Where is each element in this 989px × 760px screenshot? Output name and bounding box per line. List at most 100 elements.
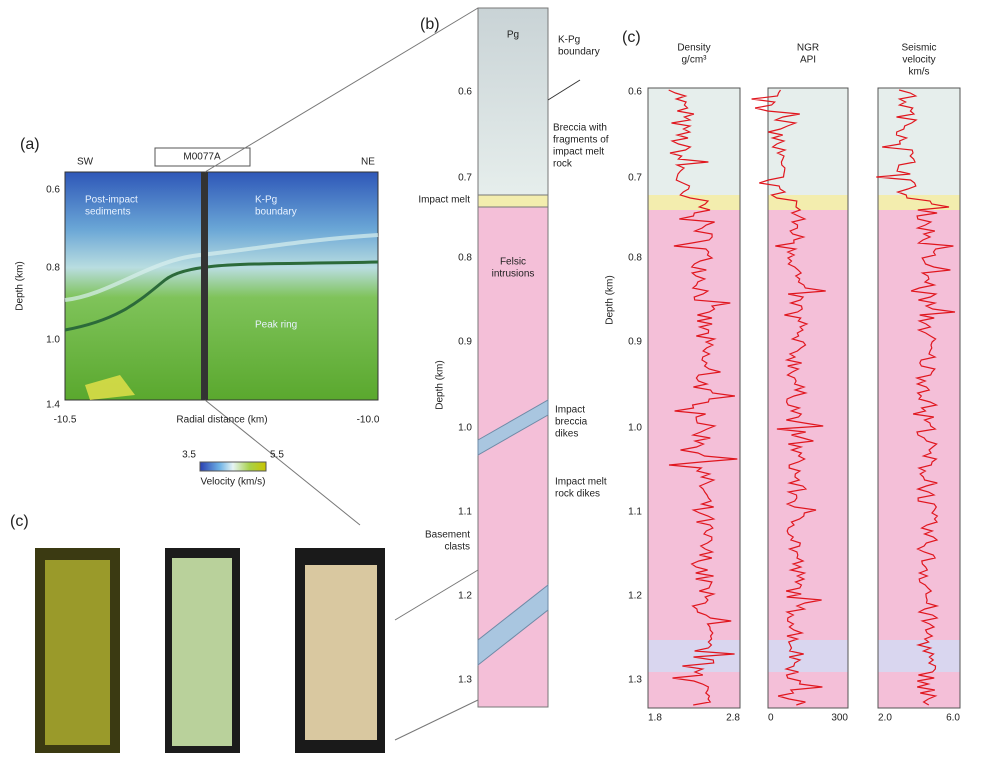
label: Impact xyxy=(555,405,585,416)
text-block: Peak ring xyxy=(255,320,297,331)
label: 2.0 xyxy=(878,713,892,724)
label: Radial distance (km) xyxy=(176,415,267,426)
track-bg xyxy=(878,88,960,195)
track-bg xyxy=(648,88,740,195)
text-block: 0.7 xyxy=(628,173,642,184)
label: 1.0 xyxy=(458,423,472,434)
label: SW xyxy=(77,157,94,168)
label: 300 xyxy=(831,713,848,724)
track-bg xyxy=(768,210,848,640)
label: Felsic xyxy=(500,257,526,268)
label: boundary xyxy=(558,47,600,58)
label: 5.5 xyxy=(270,450,284,461)
text-block: 1.1 xyxy=(458,507,472,518)
text-block: 2.0 xyxy=(878,713,892,724)
label: intrusions xyxy=(492,269,535,280)
label: 0 xyxy=(768,713,774,724)
label: 1.3 xyxy=(458,675,472,686)
text-block: 1.4 xyxy=(46,400,60,411)
text-block: 1.8 xyxy=(648,713,662,724)
label: 0.9 xyxy=(458,337,472,348)
track-bg xyxy=(878,210,960,640)
label: 1.3 xyxy=(628,675,642,686)
text-block: 1.0 xyxy=(458,423,472,434)
label: rock dikes xyxy=(555,489,600,500)
label: (c) xyxy=(10,513,29,530)
text-block: Depth (km) xyxy=(435,360,446,409)
label: 0.8 xyxy=(458,253,472,264)
label: 1.2 xyxy=(628,591,642,602)
label: -10.0 xyxy=(357,415,380,426)
label: 0.7 xyxy=(628,173,642,184)
text-block: (b) xyxy=(420,16,440,33)
core xyxy=(172,558,232,746)
text-block: 300 xyxy=(831,713,848,724)
label: 1.8 xyxy=(648,713,662,724)
label: (a) xyxy=(20,136,40,153)
label: 1.0 xyxy=(46,335,60,346)
label: g/cm³ xyxy=(682,55,708,66)
well-trace xyxy=(201,172,208,400)
core xyxy=(305,565,377,740)
track-bg xyxy=(768,672,848,708)
text-block: Pg xyxy=(507,30,519,41)
text-block: 0.8 xyxy=(628,253,642,264)
text-block: Impact melt xyxy=(418,195,470,206)
label: NGR xyxy=(797,43,819,54)
text-block: 0.6 xyxy=(628,87,642,98)
text-block: -10.5 xyxy=(54,415,77,426)
text-block: 1.2 xyxy=(458,591,472,602)
label: K-Pg xyxy=(558,35,580,46)
label: 0.6 xyxy=(46,185,60,196)
track-bg xyxy=(878,195,960,210)
label: 0.8 xyxy=(46,263,60,274)
label: 3.5 xyxy=(182,450,196,461)
label: Breccia with xyxy=(553,123,607,134)
label: breccia xyxy=(555,417,588,428)
text-block: 1.3 xyxy=(628,675,642,686)
label: 1.1 xyxy=(458,507,472,518)
text-block: 1.0 xyxy=(46,335,60,346)
track-bg xyxy=(768,195,848,210)
text-block: 5.5 xyxy=(270,450,284,461)
text-block: 2.8 xyxy=(726,713,740,724)
label: 0.6 xyxy=(458,87,472,98)
text-block: Depth (km) xyxy=(605,275,616,324)
label: 1.0 xyxy=(628,423,642,434)
label: (c) xyxy=(622,29,641,46)
label: -10.5 xyxy=(54,415,77,426)
text-block: (c) xyxy=(10,513,29,530)
text-block: (a) xyxy=(20,136,40,153)
label: 1.2 xyxy=(458,591,472,602)
text-block: NE xyxy=(361,157,375,168)
label: (b) xyxy=(420,16,440,33)
text-block: 1.2 xyxy=(628,591,642,602)
connector xyxy=(395,700,478,740)
text-block: Densityg/cm³ xyxy=(677,43,710,66)
label: impact melt xyxy=(553,147,604,158)
text-block: 0.9 xyxy=(628,337,642,348)
label: Density xyxy=(677,43,710,54)
label: 0.6 xyxy=(628,87,642,98)
page: {"panel_labels":["(a)","(b)","(c)","(c)"… xyxy=(0,0,989,755)
track-bg xyxy=(768,640,848,672)
text-block: Radial distance (km) xyxy=(176,415,267,426)
label: Depth (km) xyxy=(15,261,26,310)
label: 0.9 xyxy=(628,337,642,348)
label: km/s xyxy=(908,67,929,78)
label: 0.7 xyxy=(458,173,472,184)
label: boundary xyxy=(255,207,297,218)
text-block: (c) xyxy=(622,29,641,46)
label: API xyxy=(800,55,816,66)
text-block: 0 xyxy=(768,713,774,724)
text-block: 0.8 xyxy=(458,253,472,264)
label: Depth (km) xyxy=(435,360,446,409)
track-bg xyxy=(878,672,960,708)
label: sediments xyxy=(85,207,131,218)
colorbar xyxy=(200,462,266,471)
text-block: 0.8 xyxy=(46,263,60,274)
